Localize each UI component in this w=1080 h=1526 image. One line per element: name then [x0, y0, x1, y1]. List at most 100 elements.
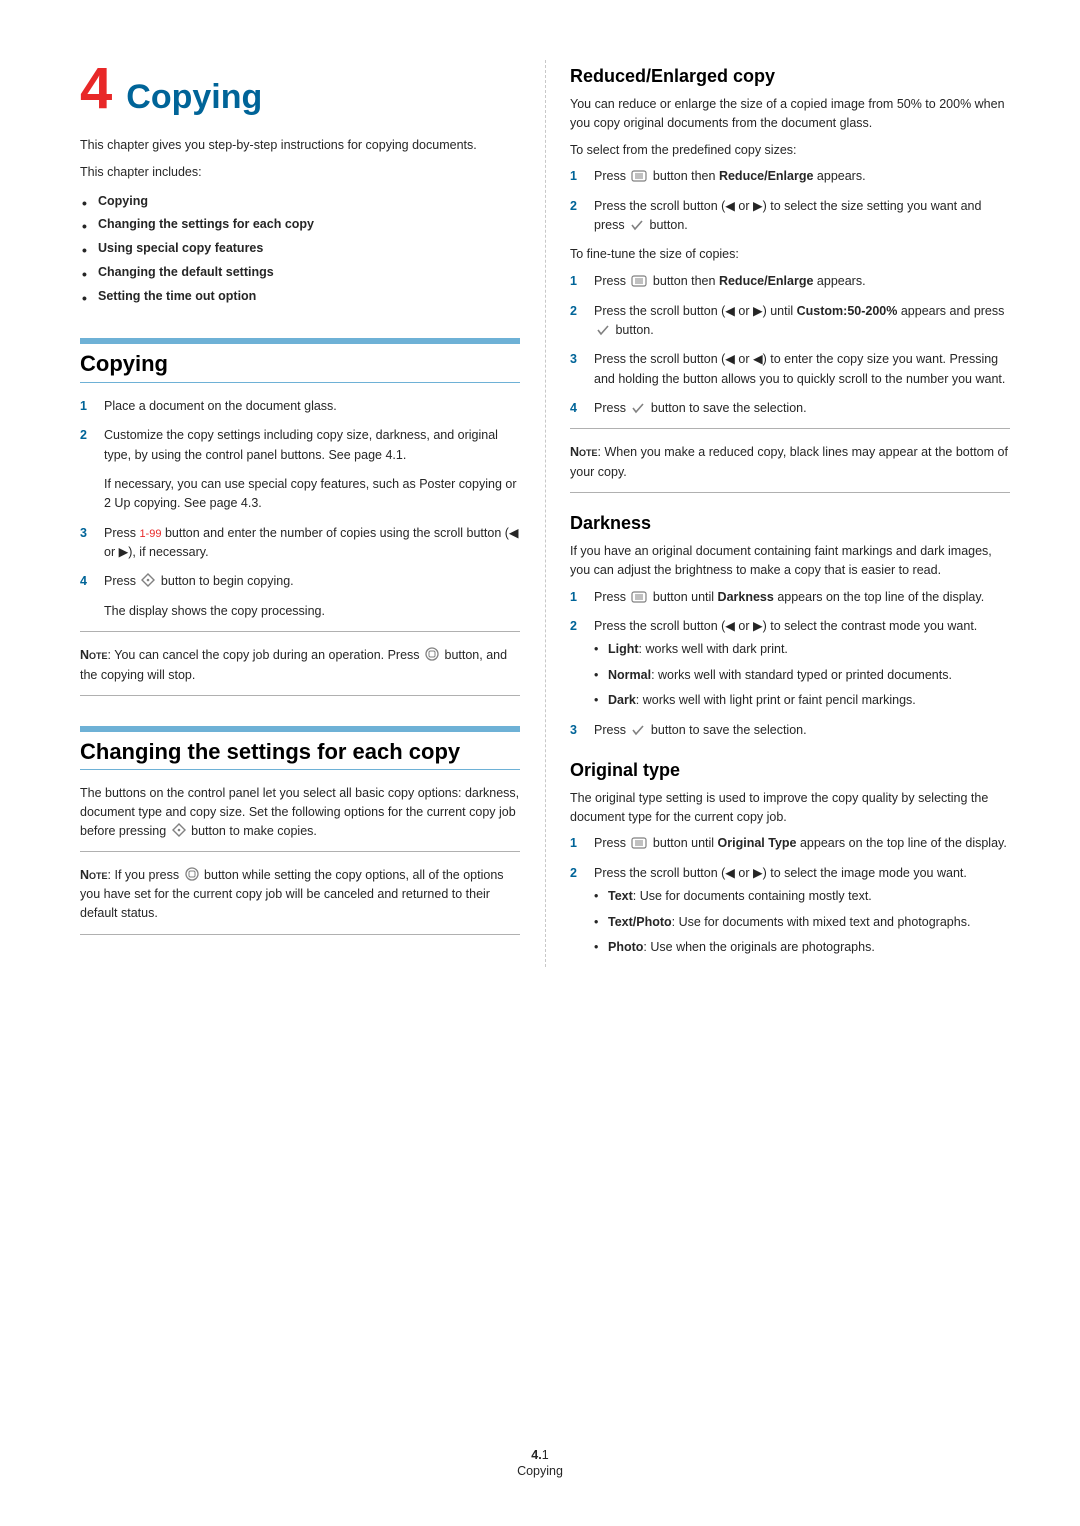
- step-4-extra: The display shows the copy processing.: [104, 602, 520, 621]
- bold: Normal: [608, 668, 651, 682]
- t: Press the scroll button (◀ or ◀) to ente…: [594, 352, 1005, 385]
- check-icon: [631, 724, 645, 736]
- section-rule: [80, 726, 520, 732]
- page-footer: 4.1 Copying: [0, 1448, 1080, 1478]
- stop-icon: [185, 867, 199, 881]
- thin-rule: [80, 769, 520, 770]
- stop-icon: [425, 647, 439, 661]
- section-title-changing: Changing the settings for each copy: [80, 738, 520, 766]
- t: Press: [594, 836, 629, 850]
- note-text-a: : You can cancel the copy job during an …: [108, 648, 424, 662]
- note-label: Note: [80, 648, 108, 662]
- page-num-sub: 1: [542, 1448, 549, 1462]
- t: appears on the top line of the display.: [774, 590, 984, 604]
- step-3: 3 Press button to save the selection.: [570, 721, 1010, 740]
- t: : Use for documents with mixed text and …: [672, 915, 971, 929]
- reduced-finetune-steps: 1 Press button then Reduce/Enlarge appea…: [570, 272, 1010, 418]
- note-rule-top: [80, 851, 520, 852]
- toc-item: Setting the time out option: [80, 285, 520, 309]
- check-icon: [596, 324, 610, 336]
- copying-steps-b: 3 Press 1-99 button and enter the number…: [80, 524, 520, 592]
- bold: Reduce/Enlarge: [719, 169, 813, 183]
- t: button to save the selection.: [647, 401, 806, 415]
- step-3: 3Press the scroll button (◀ or ◀) to ent…: [570, 350, 1010, 389]
- thin-rule: [80, 382, 520, 383]
- t: appears and press: [897, 304, 1004, 318]
- t: button then: [649, 169, 719, 183]
- note-label: Note: [80, 868, 108, 882]
- bold: Light: [608, 642, 639, 656]
- bold: Custom:50-200%: [797, 304, 898, 318]
- opt-photo: Photo: Use when the originals are photog…: [594, 938, 1010, 957]
- toc-item: Changing the default settings: [80, 261, 520, 285]
- t: button until: [649, 590, 717, 604]
- left-column: 4 Copying This chapter gives you step-by…: [80, 60, 545, 967]
- changing-p1: The buttons on the control panel let you…: [80, 784, 520, 840]
- step-4: 4 Press button to save the selection.: [570, 399, 1010, 418]
- p1-b: button to make copies.: [188, 824, 317, 838]
- opt-normal: Normal: works well with standard typed o…: [594, 666, 1010, 685]
- step-2: 2Customize the copy settings including c…: [80, 426, 520, 465]
- check-icon: [630, 219, 644, 231]
- t: Press: [594, 723, 629, 737]
- t: button until: [649, 836, 717, 850]
- chapter-number: 4: [80, 60, 112, 118]
- reduced-p2: To select from the predefined copy sizes…: [570, 141, 1010, 160]
- page-columns: 4 Copying This chapter gives you step-by…: [80, 60, 1010, 967]
- step-1: 1 Press button until Original Type appea…: [570, 834, 1010, 853]
- reduced-p1: You can reduce or enlarge the size of a …: [570, 95, 1010, 133]
- copying-steps: 1Place a document on the document glass.…: [80, 397, 520, 465]
- opt-textphoto: Text/Photo: Use for documents with mixed…: [594, 913, 1010, 932]
- t: Press: [594, 590, 629, 604]
- section-title-copying: Copying: [80, 350, 520, 378]
- t: Press: [594, 169, 629, 183]
- menu-icon: [631, 170, 647, 182]
- t: Press the scroll button (◀ or ▶) to sele…: [594, 619, 977, 633]
- step-1: 1 Press button then Reduce/Enlarge appea…: [570, 272, 1010, 291]
- subsection-title-original: Original type: [570, 760, 1010, 781]
- bold: Original Type: [718, 836, 797, 850]
- step-1: 1 Press button then Reduce/Enlarge appea…: [570, 167, 1010, 186]
- copying-note: Note: You can cancel the copy job during…: [80, 646, 520, 685]
- toc-item: Using special copy features: [80, 237, 520, 261]
- step-text-a: Press: [104, 574, 139, 588]
- step-1: 1 Press button until Darkness appears on…: [570, 588, 1010, 607]
- footer-label: Copying: [0, 1464, 1080, 1478]
- step-text-b: button and enter the number of copies us…: [104, 526, 519, 559]
- original-p1: The original type setting is used to imp…: [570, 789, 1010, 827]
- t: appears.: [813, 169, 865, 183]
- note-rule-bottom: [570, 492, 1010, 493]
- subsection-title-reduced: Reduced/Enlarged copy: [570, 66, 1010, 87]
- note-rule-bottom: [80, 695, 520, 696]
- menu-icon: [631, 837, 647, 849]
- t: : Use for documents containing mostly te…: [633, 889, 872, 903]
- reduced-p3: To fine-tune the size of copies:: [570, 245, 1010, 264]
- step-3: 3 Press 1-99 button and enter the number…: [80, 524, 520, 563]
- reduced-predef-steps: 1 Press button then Reduce/Enlarge appea…: [570, 167, 1010, 235]
- bold: Darkness: [718, 590, 774, 604]
- t: appears.: [813, 274, 865, 288]
- opt-text: Text: Use for documents containing mostl…: [594, 887, 1010, 906]
- changing-note: Note: If you press button while setting …: [80, 866, 520, 924]
- right-column: Reduced/Enlarged copy You can reduce or …: [545, 60, 1010, 967]
- bold: Photo: [608, 940, 643, 954]
- toc-item: Changing the settings for each copy: [80, 213, 520, 237]
- t: : works well with standard typed or prin…: [651, 668, 952, 682]
- darkness-steps: 1 Press button until Darkness appears on…: [570, 588, 1010, 740]
- t: appears on the top line of the display.: [797, 836, 1007, 850]
- step-2-extra: If necessary, you can use special copy f…: [104, 475, 520, 514]
- original-options: Text: Use for documents containing mostl…: [594, 887, 1010, 957]
- t: button to save the selection.: [647, 723, 806, 737]
- menu-icon: [631, 591, 647, 603]
- t: Press the scroll button (◀ or ▶) until: [594, 304, 797, 318]
- section-rule: [80, 338, 520, 344]
- step-1: 1Place a document on the document glass.: [80, 397, 520, 416]
- opt-dark: Dark: works well with light print or fai…: [594, 691, 1010, 710]
- note-label: Note: [570, 445, 598, 459]
- check-icon: [631, 402, 645, 414]
- opt-light: Light: works well with dark print.: [594, 640, 1010, 659]
- t: button.: [612, 323, 654, 337]
- step-2: 2 Press the scroll button (◀ or ▶) to se…: [570, 864, 1010, 958]
- toc-item: Copying: [80, 190, 520, 214]
- t: button.: [646, 218, 688, 232]
